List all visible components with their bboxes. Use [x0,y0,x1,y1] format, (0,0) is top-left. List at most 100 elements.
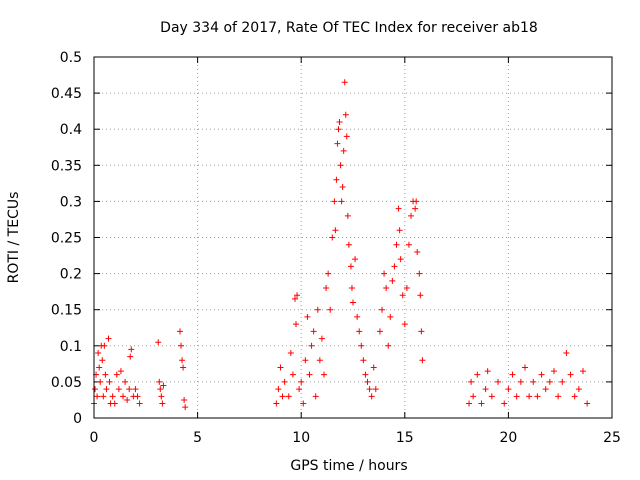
data-point [347,263,354,270]
data-point [478,400,485,407]
data-point [381,270,388,277]
data-point [482,386,489,393]
data-point [155,339,162,346]
data-point [546,378,553,385]
data-point [285,393,292,400]
data-point [99,357,106,364]
data-point [100,393,107,400]
data-point [279,393,286,400]
y-tick-label: 0.35 [51,158,82,174]
data-point [358,342,365,349]
y-tick-label: 0.15 [51,303,82,319]
data-point [338,198,345,205]
data-point [542,386,549,393]
chart-title: Day 334 of 2017, Rate Of TEC Index for r… [160,20,538,36]
data-point [376,328,383,335]
data-point [484,368,491,375]
data-point [468,378,475,385]
data-point [538,371,545,378]
data-point [181,396,188,403]
y-tick-label: 0 [73,411,82,427]
data-point [550,368,557,375]
x-tick-label: 0 [90,430,99,446]
data-point [120,393,127,400]
data-point [156,378,163,385]
data-point [97,378,104,385]
data-point [320,371,327,378]
y-tick-label: 0.25 [51,231,82,247]
data-point [134,393,141,400]
data-point [126,386,133,393]
data-point [505,386,512,393]
data-point [92,386,99,393]
axis-ticks: 0 5 10 15 20 25 0 0.05 0.1 0.15 0.2 0.25 0.3 0.35 0.4 0… [51,50,621,446]
data-point [277,364,284,371]
data-point [96,364,103,371]
data-point [364,378,371,385]
data-point [354,313,361,320]
data-point [563,350,570,357]
data-point [383,285,390,292]
data-point [273,400,280,407]
data-point [117,368,124,375]
data-point [396,227,403,234]
data-point [385,342,392,349]
data-point [287,350,294,357]
data-point [160,382,167,389]
data-point [413,198,420,205]
data-point [495,378,502,385]
data-point [405,241,412,248]
data-point [113,371,120,378]
y-tick-label: 0.4 [60,122,82,138]
data-point [414,248,421,255]
data-point [336,118,343,125]
data-point [417,292,424,299]
data-point [470,393,477,400]
data-point [339,183,346,190]
data-point [345,241,352,248]
data-point [289,371,296,378]
data-point [124,396,131,403]
data-point [335,126,342,133]
data-point [302,357,309,364]
data-point [501,400,508,407]
data-point [275,386,282,393]
grid-lines [94,57,612,418]
data-point [412,205,419,212]
data-point [109,393,116,400]
data-point [291,295,298,302]
data-point [308,342,315,349]
data-point [337,162,344,169]
data-point [179,357,186,364]
data-point [509,371,516,378]
data-point [341,79,348,86]
data-point [362,371,369,378]
data-point [304,313,311,320]
data-point [391,263,398,270]
data-point [157,386,164,393]
data-point [584,400,591,407]
data-point [331,198,338,205]
data-point [318,335,325,342]
data-point [293,321,300,328]
data-point [352,256,359,263]
data-point [571,393,578,400]
y-tick-label: 0.2 [60,267,82,283]
data-point [122,378,129,385]
data-point [105,335,112,342]
data-point [306,371,313,378]
data-point [101,342,108,349]
data-point [575,386,582,393]
x-tick-label: 25 [603,430,621,446]
data-point [127,353,134,360]
data-point [474,371,481,378]
data-point [176,328,183,335]
data-point [419,357,426,364]
data-point [94,393,101,400]
y-axis-label: ROTI / TECUs [6,192,22,284]
data-point [389,277,396,284]
data-point [403,285,410,292]
data-point [178,342,185,349]
data-point [356,328,363,335]
